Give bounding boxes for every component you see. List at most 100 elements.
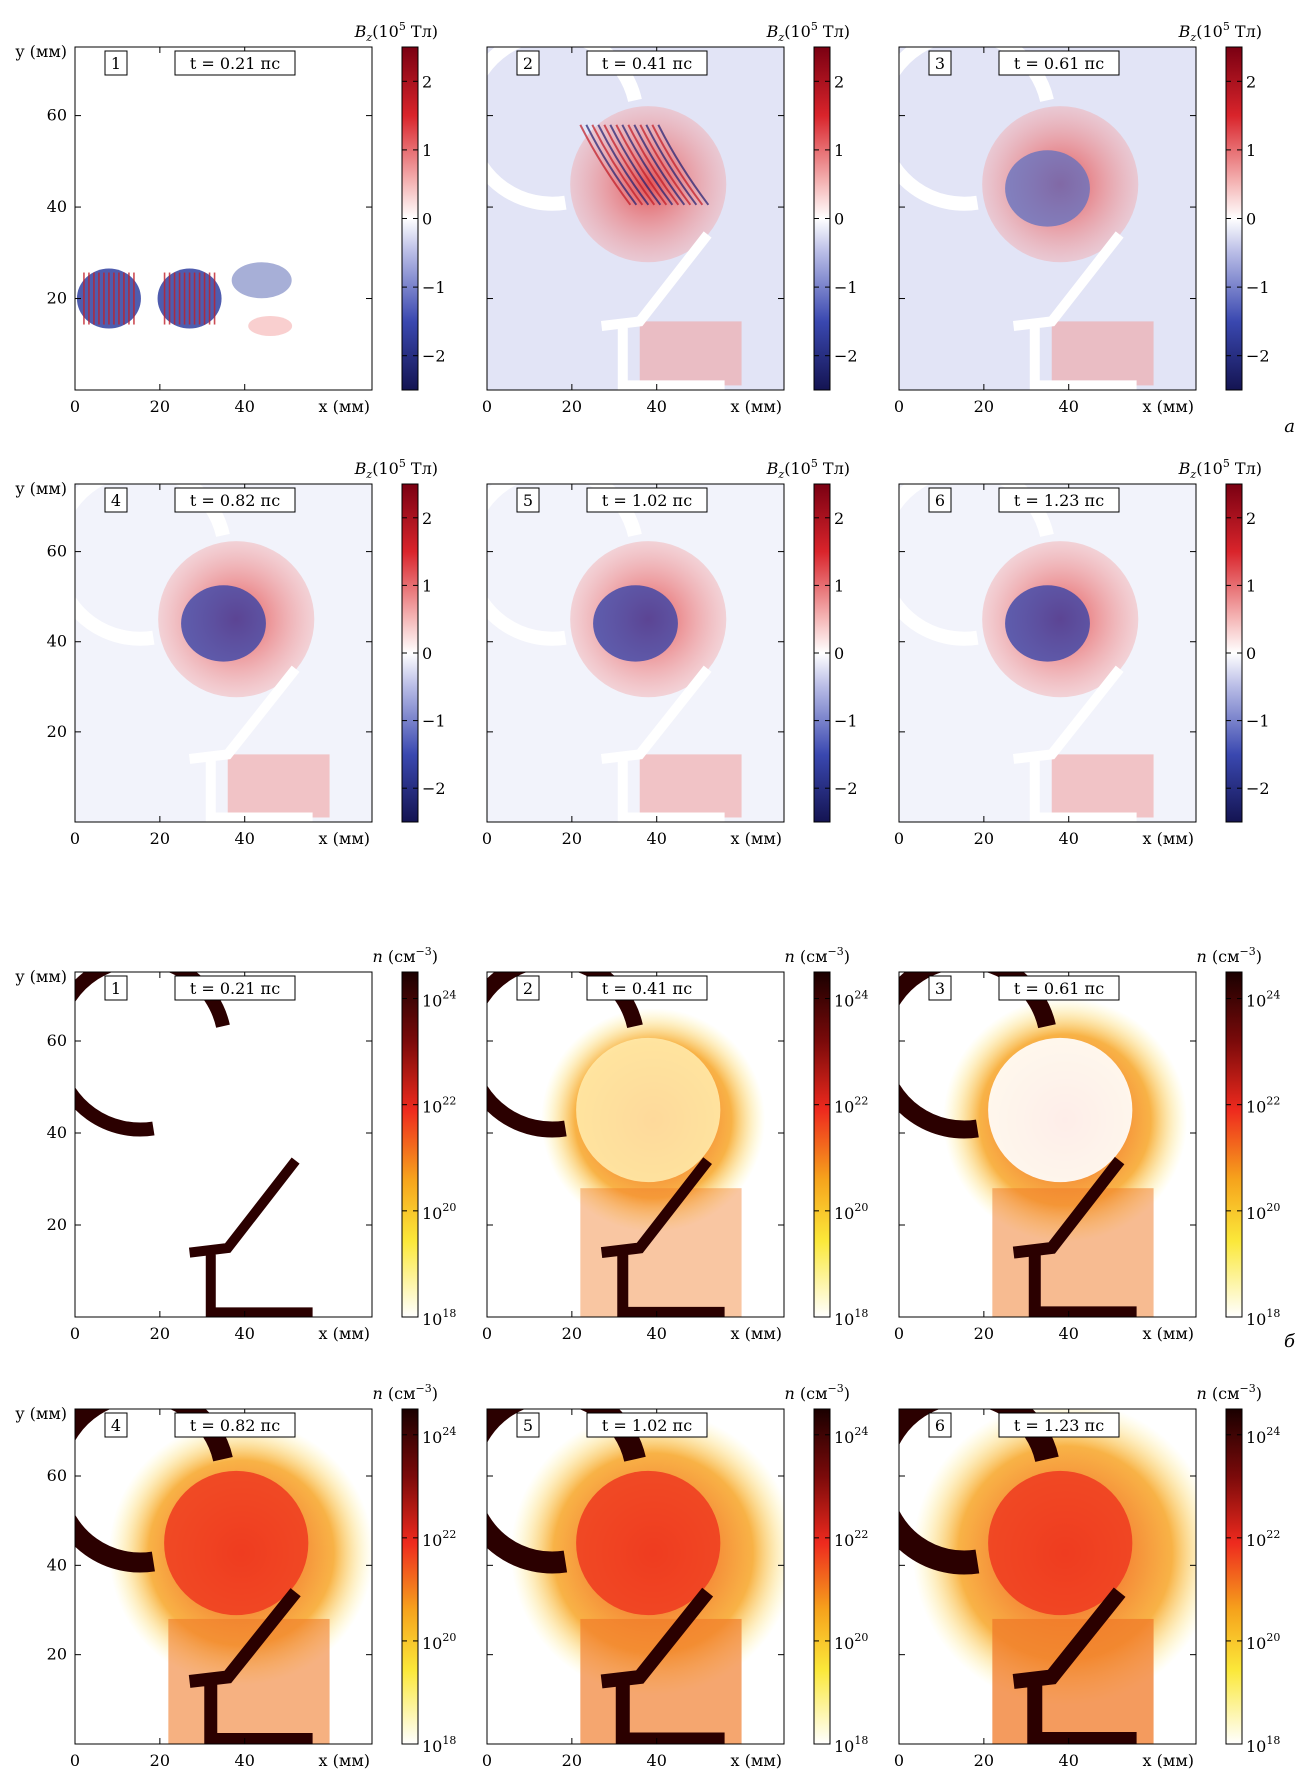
panel-index-box bbox=[928, 487, 952, 513]
target-spiral bbox=[75, 484, 230, 646]
x-tick-label: 0 bbox=[482, 1324, 492, 1343]
time-box bbox=[998, 50, 1120, 76]
colorbar-label: Bz(105 Тл) bbox=[1178, 20, 1262, 44]
x-tick-label: 20 bbox=[974, 829, 994, 848]
y-tick-label: 40 bbox=[47, 632, 67, 651]
x-tick-label: 20 bbox=[150, 829, 170, 848]
panel-index: 2 bbox=[523, 979, 533, 998]
lower-field bbox=[639, 321, 742, 386]
target-stem bbox=[600, 1587, 725, 1744]
fringe bbox=[651, 124, 704, 206]
x-tick-label: 0 bbox=[894, 397, 904, 416]
panel-index: 4 bbox=[111, 491, 121, 510]
colorbar-label: n (см−3) bbox=[372, 945, 438, 966]
y-tick-label: 40 bbox=[47, 1555, 67, 1574]
panel-frame bbox=[74, 483, 373, 823]
vortex-negative bbox=[1005, 150, 1090, 227]
colorbar-tick-label: 1022 bbox=[422, 1095, 456, 1117]
panel-index: 6 bbox=[935, 491, 945, 510]
plot-area bbox=[75, 484, 372, 822]
y-tick-label: 60 bbox=[47, 1031, 67, 1050]
fringe bbox=[627, 124, 680, 206]
fringe bbox=[633, 124, 686, 206]
colorbar bbox=[402, 1409, 418, 1744]
colorbar-tick-label: −2 bbox=[834, 347, 858, 366]
x-axis-label: x (мм) bbox=[1143, 1751, 1194, 1770]
panel-density-3: 0 20 40 x (мм) 3 t = 0.61 пс 1024 1022 1020 1018 n… bbox=[894, 945, 1280, 1343]
colorbar-tick-label: 0 bbox=[1246, 644, 1256, 663]
plot-area bbox=[487, 47, 784, 390]
colorbar-tick-label: 1024 bbox=[834, 1425, 868, 1447]
x-tick-label: 40 bbox=[647, 829, 667, 848]
colorbar-tick-label: −2 bbox=[422, 347, 446, 366]
plasma-core bbox=[164, 1470, 309, 1616]
x-tick-label: 20 bbox=[562, 1751, 582, 1770]
panel-frame bbox=[898, 971, 1197, 1318]
colorbar-tick-label: 2 bbox=[422, 509, 432, 528]
time-box bbox=[174, 50, 296, 76]
panel-frame bbox=[898, 1408, 1197, 1745]
panel-magnetic-2: 0 20 40 x (мм) 2 t = 0.41 пс 2 1 0 −1 −2 Bz(105 Тл) bbox=[482, 20, 858, 416]
x-axis-label: x (мм) bbox=[319, 829, 370, 848]
reflection bbox=[231, 262, 292, 299]
panel-index-box bbox=[928, 50, 952, 76]
colorbar-label: Bz(105 Тл) bbox=[1178, 457, 1262, 481]
colorbar-tick-label: 1020 bbox=[1246, 1201, 1280, 1223]
colorbar-tick-label: 1 bbox=[1246, 141, 1256, 160]
panel-index-box bbox=[928, 1412, 952, 1438]
panel-frame bbox=[486, 971, 785, 1318]
plot-area bbox=[899, 47, 1196, 390]
y-axis-label: y (мм) bbox=[15, 1404, 68, 1423]
x-tick-label: 40 bbox=[647, 397, 667, 416]
colorbar bbox=[814, 47, 830, 390]
x-tick-label: 0 bbox=[894, 829, 904, 848]
colorbar-tick-label: −1 bbox=[1246, 278, 1270, 297]
y-tick-label: 20 bbox=[47, 722, 67, 741]
colorbar-tick-label: −1 bbox=[1246, 712, 1270, 731]
plot-area bbox=[487, 484, 784, 822]
x-axis-label: x (мм) bbox=[1143, 829, 1194, 848]
colorbar-tick-label: −1 bbox=[834, 712, 858, 731]
fringe bbox=[585, 124, 638, 206]
colorbar-frame bbox=[813, 971, 831, 1318]
target-stem bbox=[600, 665, 725, 822]
panel-index: 1 bbox=[111, 979, 121, 998]
plot-area bbox=[899, 1409, 1196, 1744]
panel-magnetic-3: 0 20 40 x (мм) 3 t = 0.61 пс 2 1 0 −1 −2 Bz(105 Тл) bbox=[894, 20, 1270, 416]
colorbar-label: Bz(105 Тл) bbox=[766, 457, 850, 481]
colorbar-tick-label: 1018 bbox=[422, 1307, 456, 1329]
colorbar bbox=[1226, 972, 1242, 1317]
y-axis-label: y (мм) bbox=[15, 42, 68, 61]
panel-frame bbox=[486, 483, 785, 823]
plasma-core bbox=[988, 1037, 1133, 1183]
time-label: t = 0.41 пс bbox=[602, 54, 692, 73]
colorbar-frame bbox=[1225, 971, 1243, 1318]
x-axis-label: x (мм) bbox=[319, 1751, 370, 1770]
colorbar-label: Bz(105 Тл) bbox=[354, 457, 438, 481]
colorbar-tick-label: 2 bbox=[1246, 509, 1256, 528]
target-stem bbox=[1012, 665, 1137, 822]
colorbar-tick-label: 1 bbox=[1246, 576, 1256, 595]
time-label: t = 1.02 пс bbox=[602, 1416, 692, 1435]
y-axis-label: y (мм) bbox=[15, 479, 68, 498]
time-box bbox=[174, 487, 296, 513]
section-label: б bbox=[1284, 1331, 1296, 1352]
colorbar-tick-label: 1024 bbox=[1246, 1425, 1280, 1447]
colorbar-frame bbox=[401, 1408, 419, 1745]
panel-index-box bbox=[928, 975, 952, 1001]
x-tick-label: 20 bbox=[562, 829, 582, 848]
colorbar-tick-label: 2 bbox=[1246, 72, 1256, 91]
colorbar-tick-label: −2 bbox=[1246, 347, 1270, 366]
plasma-core bbox=[576, 1470, 721, 1616]
panel-index: 2 bbox=[523, 54, 533, 73]
y-tick-label: 60 bbox=[47, 542, 67, 561]
time-box bbox=[998, 1412, 1120, 1438]
fringe bbox=[639, 124, 692, 206]
target-stem bbox=[1012, 231, 1137, 390]
colorbar-tick-label: −2 bbox=[422, 779, 446, 798]
time-box bbox=[998, 487, 1120, 513]
time-label: t = 1.02 пс bbox=[602, 491, 692, 510]
panel-frame bbox=[898, 46, 1197, 391]
colorbar-tick-label: 1024 bbox=[1246, 989, 1280, 1011]
